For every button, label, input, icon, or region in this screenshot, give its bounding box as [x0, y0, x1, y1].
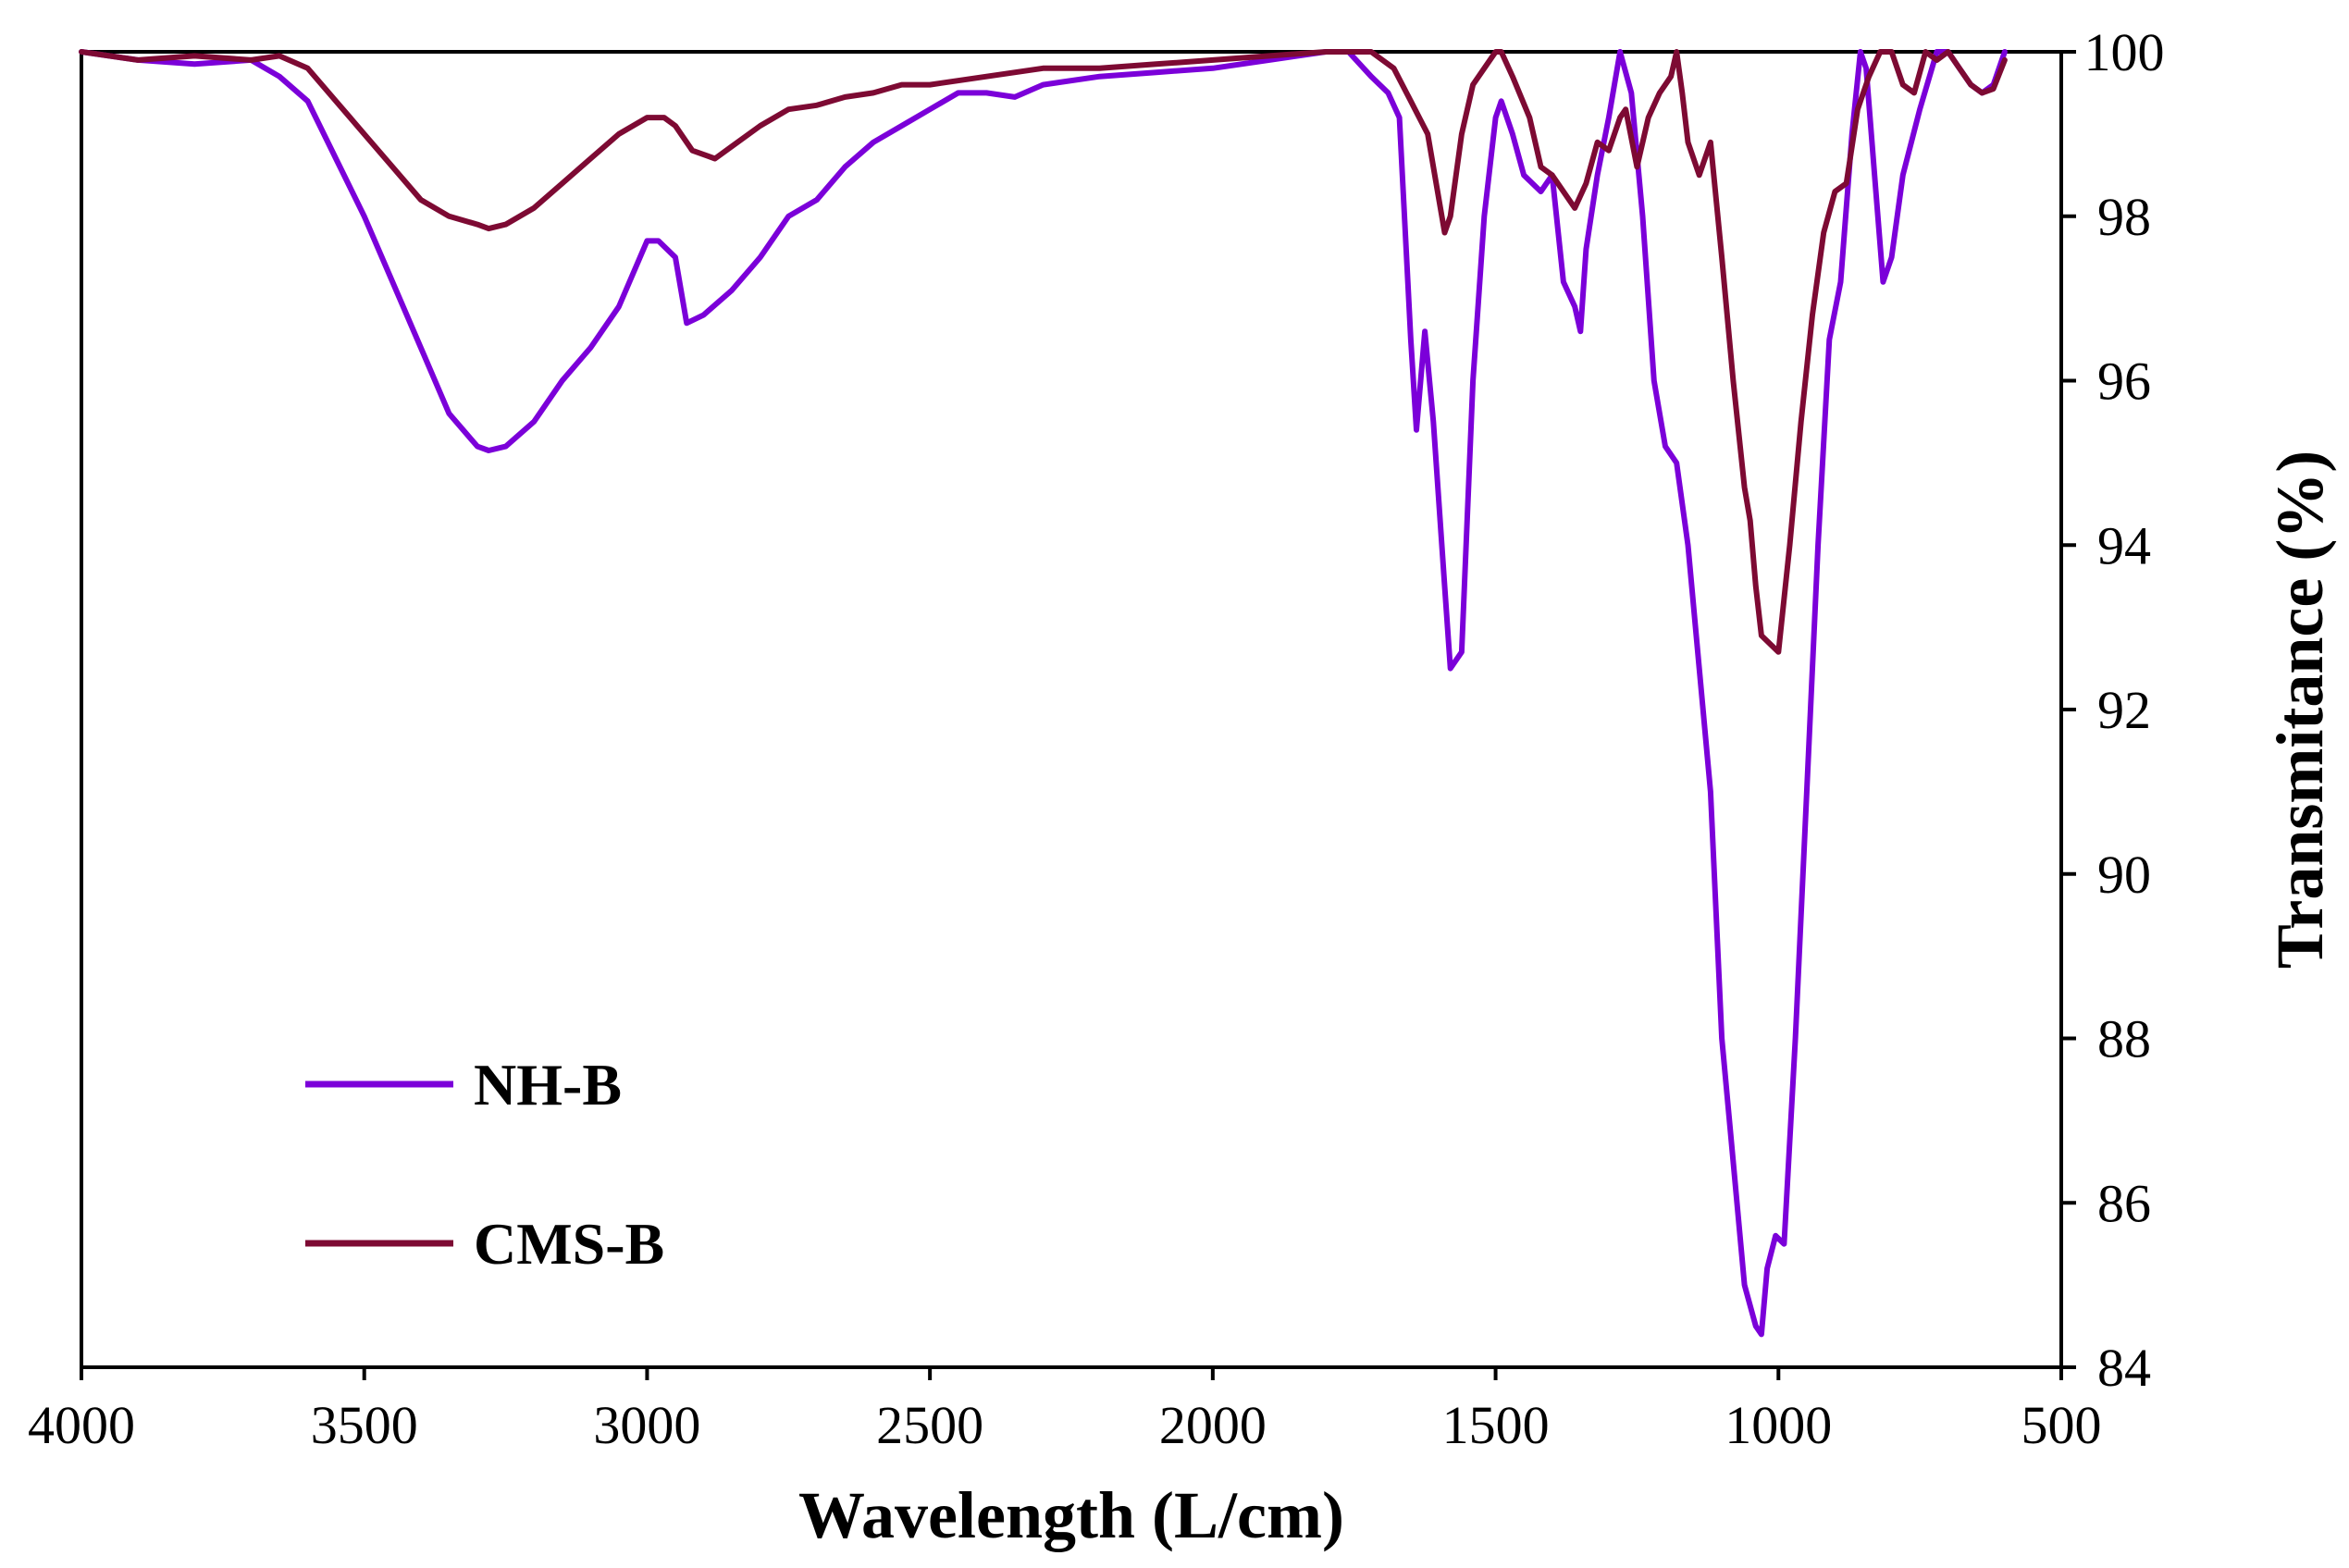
x-tick-label: 3500	[311, 1395, 418, 1455]
y-tick-label: 100	[2084, 22, 2165, 82]
x-axis-ticks: 4000 3500 3000 2500 2000 1500 1000 500	[28, 1367, 2102, 1455]
y-tick-label: 92	[2097, 680, 2151, 740]
y-tick-label: 86	[2097, 1173, 2151, 1233]
y-tick-label: 94	[2097, 515, 2151, 575]
y-tick-label: 84	[2097, 1338, 2151, 1398]
x-axis-title: Wavelength (L/cm)	[798, 1478, 1344, 1552]
series-line-cms-b	[79, 49, 2008, 655]
y-tick-label: 98	[2097, 187, 2151, 247]
x-tick-label: 3000	[593, 1395, 700, 1455]
x-tick-label: 2500	[876, 1395, 983, 1455]
y-tick-label: 96	[2097, 352, 2151, 412]
legend-label-nh-b: NH-B	[474, 1052, 622, 1117]
y-axis-title: Transmitance (%)	[2263, 451, 2337, 969]
y-tick-label: 90	[2097, 845, 2151, 905]
series-line-nh-b	[79, 49, 2008, 1338]
legend: NH-B CMS-B	[305, 1052, 664, 1277]
x-tick-label: 2000	[1159, 1395, 1267, 1455]
x-tick-label: 4000	[28, 1395, 135, 1455]
y-tick-label: 88	[2097, 1009, 2151, 1069]
x-tick-label: 1500	[1442, 1395, 1550, 1455]
series-group	[79, 49, 2008, 1338]
x-tick-label: 1000	[1725, 1395, 1832, 1455]
y-axis-ticks: 84 86 88 90 92 94 96 98 100	[2061, 22, 2165, 1398]
legend-label-cms-b: CMS-B	[474, 1211, 664, 1277]
x-tick-label: 500	[2021, 1395, 2102, 1455]
